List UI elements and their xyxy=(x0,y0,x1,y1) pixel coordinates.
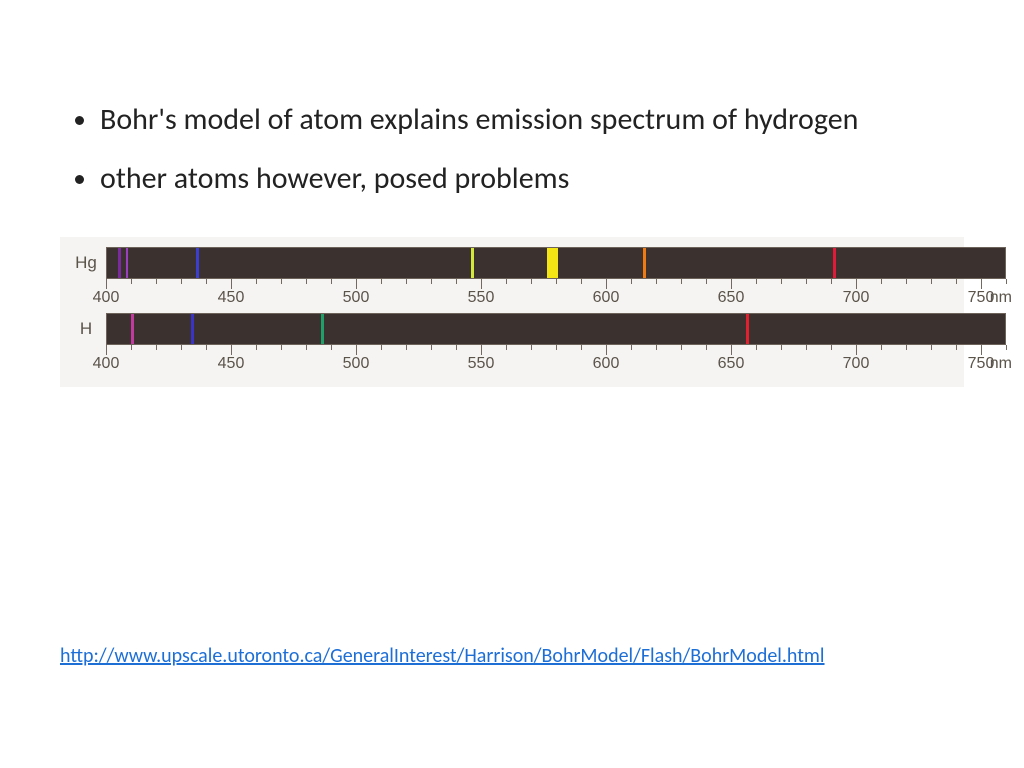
bullet-item: other atoms however, posed problems xyxy=(100,159,964,200)
axis-tick-label: 450 xyxy=(218,355,245,373)
emission-line xyxy=(118,248,121,278)
axis-unit-label: nm xyxy=(990,289,1012,307)
emission-line xyxy=(643,248,646,278)
spectrum-bar xyxy=(106,313,1006,345)
spectrum-row: Hg400450500550600650700750nm xyxy=(66,247,956,307)
source-link-area: http://www.upscale.utoronto.ca/GeneralIn… xyxy=(60,644,964,668)
emission-line xyxy=(746,314,749,344)
spectrum-element-label: H xyxy=(66,313,106,339)
slide: Bohr's model of atom explains emission s… xyxy=(0,0,1024,768)
axis-unit-label: nm xyxy=(990,355,1012,373)
spectrum-axis: 400450500550600650700750nm xyxy=(106,279,1006,307)
axis-tick-label: 600 xyxy=(593,289,620,307)
emission-line xyxy=(191,314,194,344)
axis-tick-label: 550 xyxy=(468,289,495,307)
source-link[interactable]: http://www.upscale.utoronto.ca/GeneralIn… xyxy=(60,644,825,668)
emission-spectra-diagram: Hg400450500550600650700750nmH40045050055… xyxy=(60,237,964,387)
axis-tick-label: 400 xyxy=(93,355,120,373)
axis-tick-label: 400 xyxy=(93,289,120,307)
bullet-item: Bohr's model of atom explains emission s… xyxy=(100,100,964,141)
axis-tick-label: 550 xyxy=(468,355,495,373)
spectrum-bar xyxy=(106,247,1006,279)
emission-line xyxy=(126,248,128,278)
emission-line xyxy=(196,248,199,278)
emission-line xyxy=(321,314,324,344)
emission-line xyxy=(552,248,558,278)
axis-tick-label: 650 xyxy=(718,355,745,373)
spectrum-axis: 400450500550600650700750nm xyxy=(106,345,1006,373)
axis-tick-label: 450 xyxy=(218,289,245,307)
emission-line xyxy=(833,248,836,278)
emission-line xyxy=(131,314,134,344)
axis-tick-label: 700 xyxy=(843,289,870,307)
spectrum-row: H400450500550600650700750nm xyxy=(66,313,956,373)
axis-tick-label: 700 xyxy=(843,355,870,373)
axis-tick-label: 650 xyxy=(718,289,745,307)
emission-line xyxy=(471,248,474,278)
axis-tick-label: 500 xyxy=(343,355,370,373)
axis-tick-label: 500 xyxy=(343,289,370,307)
axis-tick-label: 600 xyxy=(593,355,620,373)
spectrum-element-label: Hg xyxy=(66,247,106,273)
bullet-list: Bohr's model of atom explains emission s… xyxy=(60,100,964,199)
